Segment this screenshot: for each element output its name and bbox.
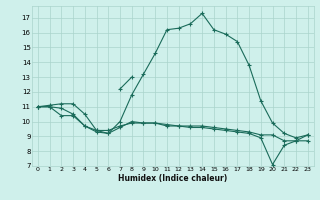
X-axis label: Humidex (Indice chaleur): Humidex (Indice chaleur) bbox=[118, 174, 228, 183]
